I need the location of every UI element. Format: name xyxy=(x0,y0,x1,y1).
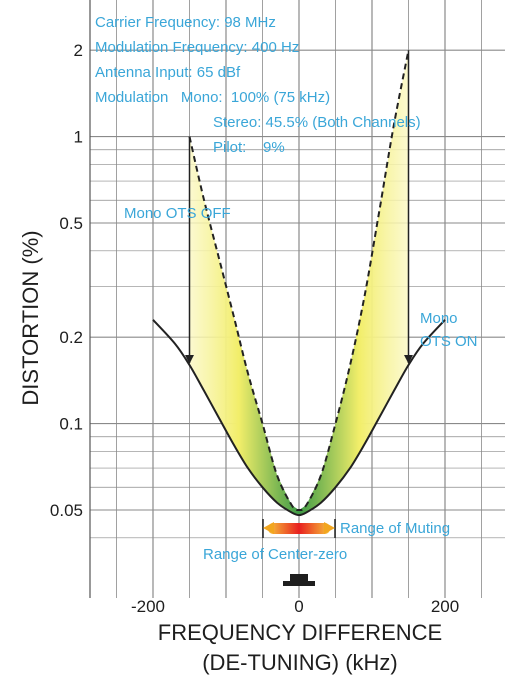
annotation-mono-ots-off: Mono OTS OFF xyxy=(124,205,231,222)
y-tick-labels: 0.05 0.1 0.2 0.5 1 2 xyxy=(50,41,83,520)
fill-left xyxy=(189,136,299,516)
annotation-mono: Mono xyxy=(420,310,458,327)
y-axis-title: DISTORTION (%) xyxy=(18,230,43,405)
fill-right xyxy=(299,50,409,516)
series-line-mono-ots-on xyxy=(152,319,446,517)
conditions-block: Carrier Frequency: 98 MHz Modulation Fre… xyxy=(95,14,421,156)
condition-pilot: Pilot: 9% xyxy=(213,139,285,156)
y-tick-label: 1 xyxy=(74,128,83,147)
condition-modulation-frequency: Modulation Frequency: 400 Hz xyxy=(95,39,299,56)
y-tick-label: 0.05 xyxy=(50,501,83,520)
annotation-range-of-muting: Range of Muting xyxy=(340,520,450,537)
x-axis-title-line1: FREQUENCY DIFFERENCE xyxy=(158,620,442,645)
series-layer xyxy=(152,50,446,517)
x-axis-title-line2: (DE-TUNING) (kHz) xyxy=(202,650,398,675)
condition-carrier: Carrier Frequency: 98 MHz xyxy=(95,14,276,31)
range-of-muting-marker xyxy=(262,519,336,538)
muting-bar xyxy=(268,523,330,534)
y-tick-label: 0.1 xyxy=(59,415,83,434)
condition-modulation-mono: Modulation Mono: 100% (75 kHz) xyxy=(95,89,330,106)
series-line-mono-ots-off xyxy=(188,50,410,512)
center-zero-block xyxy=(290,574,308,582)
y-tick-label: 2 xyxy=(74,41,83,60)
x-tick-labels: -200 0 200 xyxy=(131,597,459,616)
center-zero-base xyxy=(283,581,315,586)
muting-right-arrow xyxy=(324,522,335,534)
center-zero-indicator xyxy=(283,574,315,586)
x-tick-label: 0 xyxy=(294,597,303,616)
condition-stereo: Stereo: 45.5% (Both Channels) xyxy=(213,114,421,131)
x-tick-label: 200 xyxy=(431,597,459,616)
annotation-range-of-center-zero: Range of Center-zero xyxy=(203,546,347,563)
annotation-ots-on: OTS ON xyxy=(420,333,478,350)
muting-left-arrow xyxy=(263,522,274,534)
y-tick-label: 0.2 xyxy=(59,328,83,347)
condition-antenna-input: Antenna Input: 65 dBf xyxy=(95,64,241,81)
x-tick-label: -200 xyxy=(131,597,165,616)
y-tick-label: 0.5 xyxy=(59,214,83,233)
distortion-reduction-fill xyxy=(189,50,409,516)
